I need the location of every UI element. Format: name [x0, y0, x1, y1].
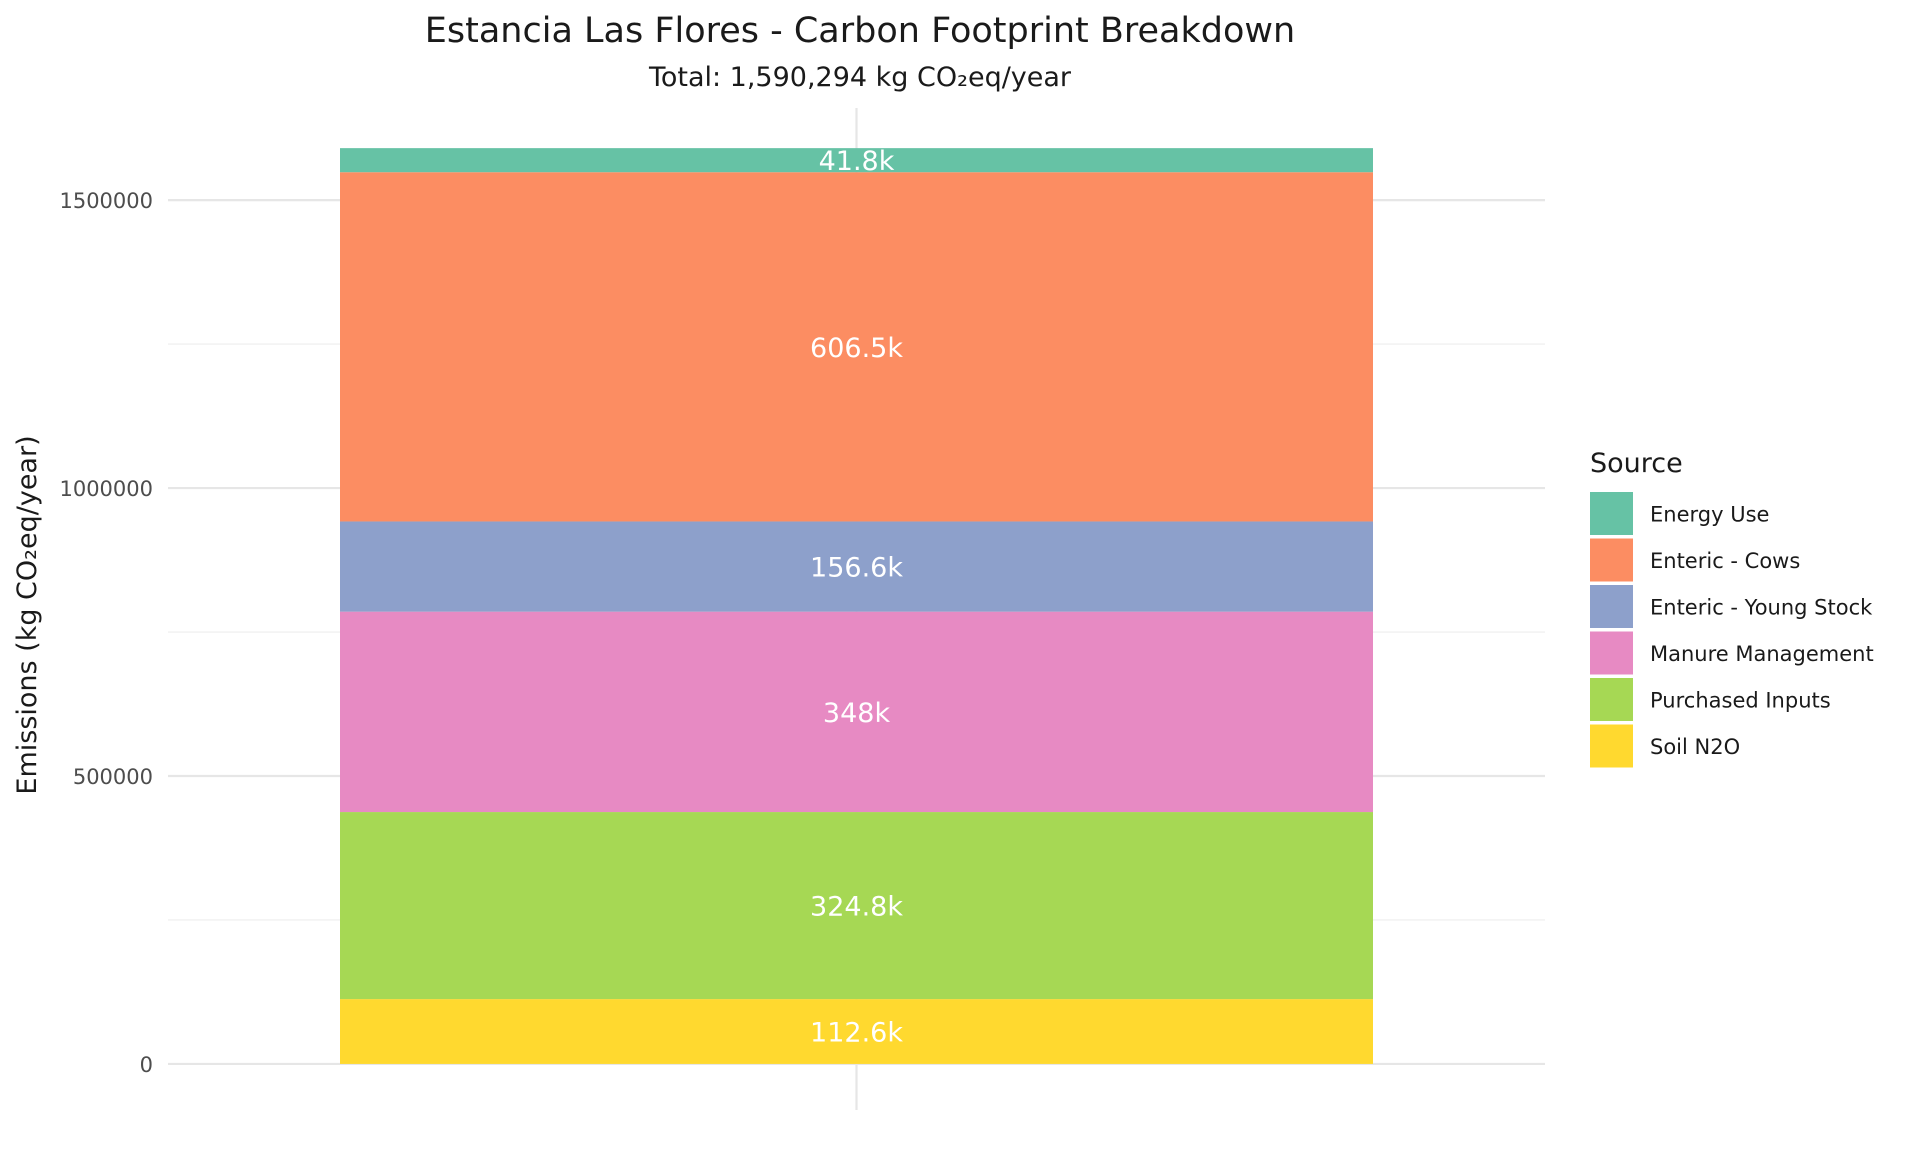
bar-segments [340, 148, 1373, 1064]
data-label-purchased-inputs: 324.8k [810, 892, 903, 923]
data-label-enteric-young-stock: 156.6k [810, 553, 903, 584]
legend-label-purchased-inputs: Purchased Inputs [1650, 689, 1831, 713]
bar-segment-soil-n2o [340, 999, 1373, 1064]
legend-label-enteric-young-stock: Enteric - Young Stock [1650, 596, 1873, 620]
bar-segment-enteric-cows [340, 172, 1373, 522]
data-label-manure-management: 348k [823, 698, 891, 729]
y-axis: 0 500000 1000000 1500000 [59, 189, 153, 1077]
legend-swatch-purchased-inputs [1590, 678, 1633, 721]
legend-title: Source [1590, 448, 1683, 479]
data-labels: 112.6k 324.8k 348k 156.6k 606.5k 41.8k [810, 146, 903, 1048]
legend-label-soil-n2o: Soil N2O [1650, 735, 1740, 759]
y-tick-label: 500000 [73, 765, 153, 789]
y-tick-label: 0 [140, 1053, 153, 1077]
y-tick-label: 1000000 [59, 477, 153, 501]
data-label-energy-use: 41.8k [819, 146, 895, 177]
bar-segment-energy-use [340, 148, 1373, 173]
legend-swatch-enteric-cows [1590, 538, 1633, 582]
bar-segment-enteric-young-stock [340, 521, 1373, 612]
legend-swatch-enteric-young-stock [1590, 585, 1633, 628]
data-label-enteric-cows: 606.5k [810, 333, 903, 364]
legend-label-enteric-cows: Enteric - Cows [1650, 549, 1800, 573]
data-label-soil-n2o: 112.6k [810, 1018, 903, 1049]
legend-swatch-energy-use [1590, 492, 1633, 535]
legend: Source Energy Use Enteric - Cows Enteric -… [1590, 448, 1874, 768]
legend-label-manure-management: Manure Management [1650, 642, 1874, 666]
bar-segment-manure-management [340, 611, 1373, 813]
legend-label-energy-use: Energy Use [1650, 503, 1769, 527]
chart-title: Estancia Las Flores - Carbon Footprint B… [425, 11, 1295, 51]
chart-subtitle: Total: 1,590,294 kg CO₂eq/year [648, 62, 1072, 93]
bar-segment-purchased-inputs [340, 812, 1373, 1000]
y-tick-label: 1500000 [59, 189, 153, 213]
legend-swatch-manure-management [1590, 631, 1633, 675]
legend-swatch-soil-n2o [1590, 724, 1633, 768]
y-axis-label: Emissions (kg CO₂eq/year) [12, 435, 43, 794]
